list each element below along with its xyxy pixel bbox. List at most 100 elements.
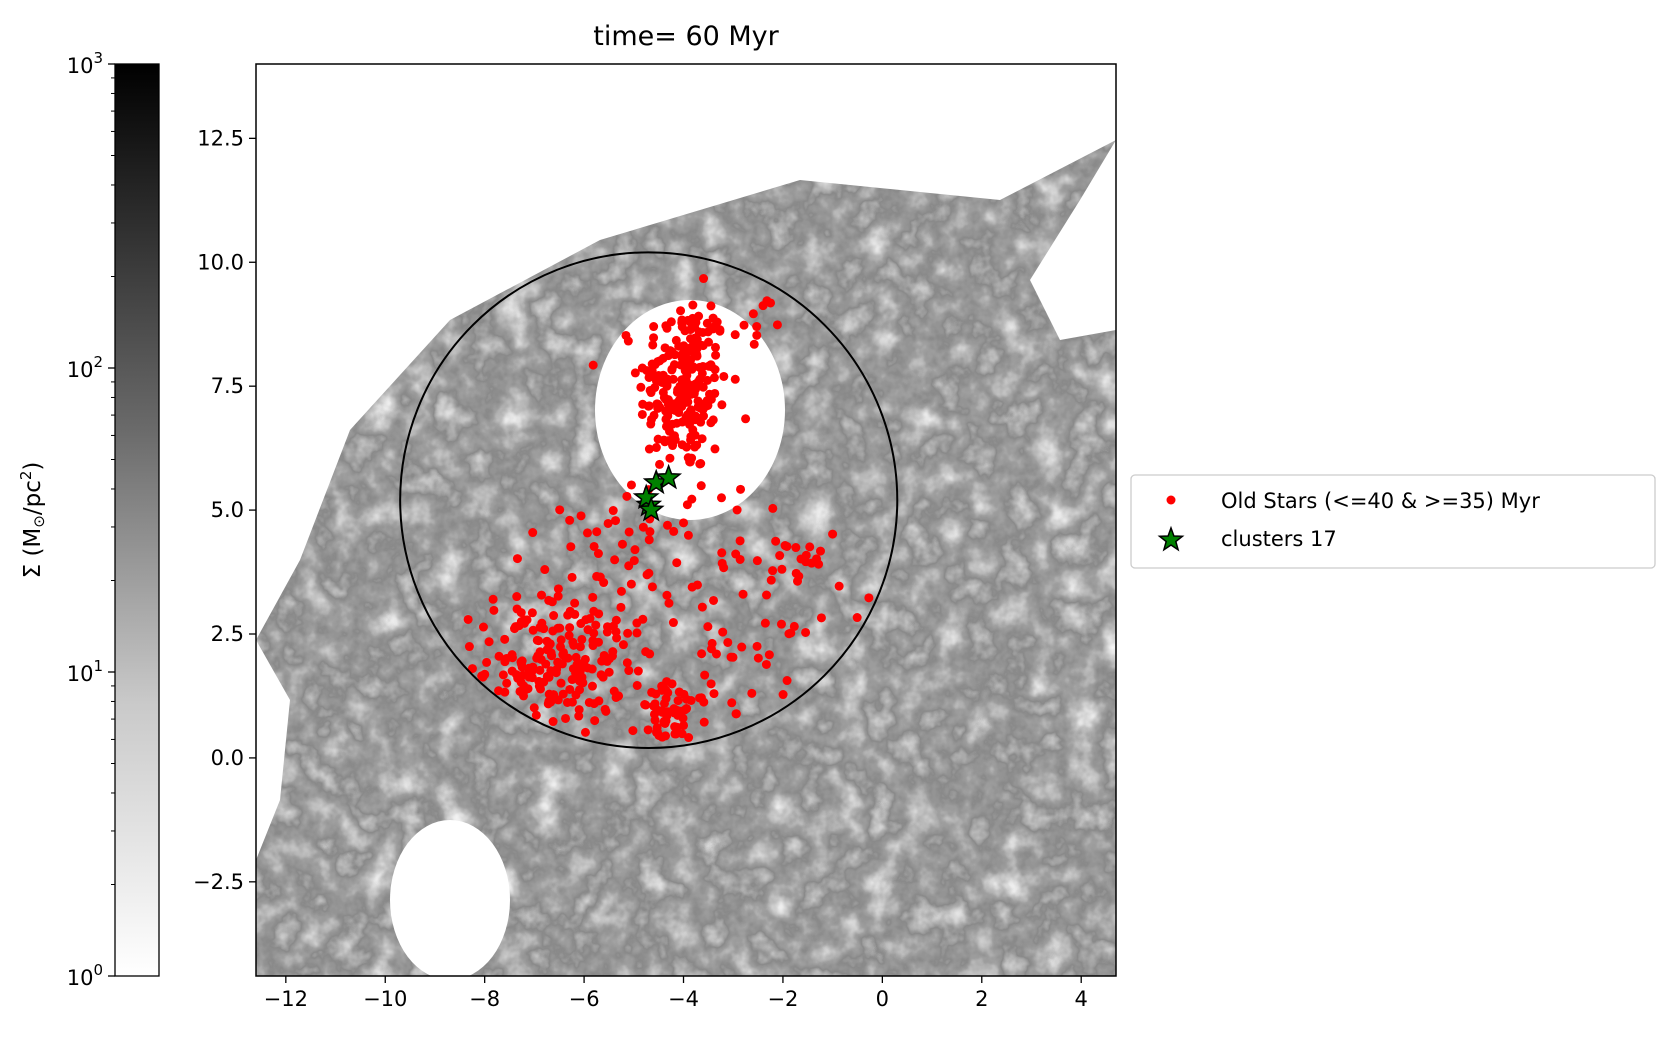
old-star-point — [645, 527, 655, 537]
old-star-point — [546, 666, 556, 676]
old-star-point — [660, 437, 670, 447]
old-star-point — [655, 459, 665, 469]
old-star-point — [661, 414, 671, 424]
old-star-point — [677, 417, 687, 427]
old-star-point — [762, 296, 772, 306]
y-tick-label: −2.5 — [193, 870, 244, 894]
old-star-point — [553, 584, 563, 594]
old-star-point — [516, 657, 526, 667]
old-star-point — [807, 558, 817, 568]
old-star-point — [626, 579, 636, 589]
old-star-point — [692, 440, 702, 450]
colorbar-tick-label: 100 — [67, 961, 103, 990]
old-star-point — [484, 637, 494, 647]
old-star-point — [656, 706, 666, 716]
colorbar-tick-label: 103 — [67, 49, 103, 78]
old-star-point — [577, 634, 587, 644]
old-star-point — [650, 699, 660, 709]
old-star-point — [494, 651, 504, 661]
colorbar-tick-label: 102 — [67, 353, 103, 382]
old-star-point — [599, 578, 609, 588]
old-star-point — [568, 637, 578, 647]
old-star-point — [592, 571, 602, 581]
old-star-point — [738, 589, 748, 599]
old-star-point — [612, 633, 622, 643]
old-star-point — [566, 542, 576, 552]
legend-label-old-stars: Old Stars (<=40 & >=35) Myr — [1221, 489, 1540, 513]
y-tick-label: 5.0 — [211, 498, 244, 522]
old-star-point — [667, 419, 677, 429]
chart-title: time= 60 Myr — [593, 21, 779, 52]
old-star-point — [702, 318, 712, 328]
old-star-point — [544, 696, 554, 706]
old-star-point — [752, 330, 762, 340]
old-star-point — [488, 594, 498, 604]
old-star-point — [642, 570, 652, 580]
old-star-point — [608, 621, 618, 631]
old-star-point — [574, 711, 584, 721]
old-star-point — [575, 685, 585, 695]
colorbar-label: Σ (M⊙/pc2) — [17, 462, 48, 579]
old-star-point — [682, 411, 692, 421]
old-star-point — [768, 566, 778, 576]
old-star-point — [673, 696, 683, 706]
old-star-point — [662, 381, 672, 391]
old-star-point — [565, 684, 575, 694]
colorbar: 103 102 101 100 Σ (M⊙/pc2) — [17, 49, 160, 990]
old-star-point — [527, 608, 537, 618]
old-star-point — [553, 591, 563, 601]
old-star-point — [669, 708, 679, 718]
old-star-point — [557, 659, 567, 669]
old-star-point — [580, 727, 590, 737]
old-star-point — [662, 590, 672, 600]
old-star-point — [644, 444, 654, 454]
old-star-point — [719, 371, 729, 381]
old-star-point — [686, 435, 696, 445]
old-star-point — [498, 670, 508, 680]
old-star-point — [623, 336, 633, 346]
x-tick-label: 4 — [1075, 987, 1088, 1011]
x-axis-ticks: −12 −10 −8 −6 −4 −2 0 2 4 — [264, 976, 1088, 1011]
old-star-point — [638, 614, 648, 624]
y-tick-label: 0.0 — [211, 746, 244, 770]
old-star-point — [662, 520, 672, 530]
old-star-point — [614, 691, 624, 701]
old-star-point — [574, 705, 584, 715]
old-star-point — [659, 716, 669, 726]
old-star-point — [730, 374, 740, 384]
old-star-point — [630, 368, 640, 378]
old-star-point — [679, 348, 689, 358]
old-star-point — [801, 627, 811, 637]
old-star-point — [668, 374, 678, 384]
old-star-point — [516, 608, 526, 618]
old-star-point — [659, 698, 669, 708]
old-star-point — [489, 605, 499, 615]
x-tick-label: −2 — [767, 987, 798, 1011]
old-star-point — [537, 618, 547, 628]
old-star-point — [699, 274, 709, 284]
old-star-point — [768, 503, 778, 513]
old-star-point — [602, 627, 612, 637]
old-star-point — [511, 622, 521, 632]
old-star-point — [664, 598, 674, 608]
old-star-point — [519, 691, 529, 701]
old-star-point — [480, 669, 490, 679]
old-star-point — [679, 518, 689, 528]
old-star-point — [650, 715, 660, 725]
old-star-point — [549, 611, 559, 621]
old-star-point — [698, 341, 708, 351]
old-star-point — [672, 722, 682, 732]
old-star-point — [528, 625, 538, 635]
old-star-point — [548, 690, 558, 700]
old-star-point — [616, 586, 626, 596]
old-star-point — [709, 689, 719, 699]
old-star-point — [531, 710, 541, 720]
y-tick-label: 2.5 — [211, 622, 244, 646]
x-tick-label: −6 — [569, 987, 600, 1011]
old-star-point — [669, 526, 679, 536]
old-star-point — [786, 628, 796, 638]
old-star-point — [592, 527, 602, 537]
old-star-point — [697, 649, 707, 659]
old-star-point — [630, 545, 640, 555]
old-star-point — [685, 457, 695, 467]
